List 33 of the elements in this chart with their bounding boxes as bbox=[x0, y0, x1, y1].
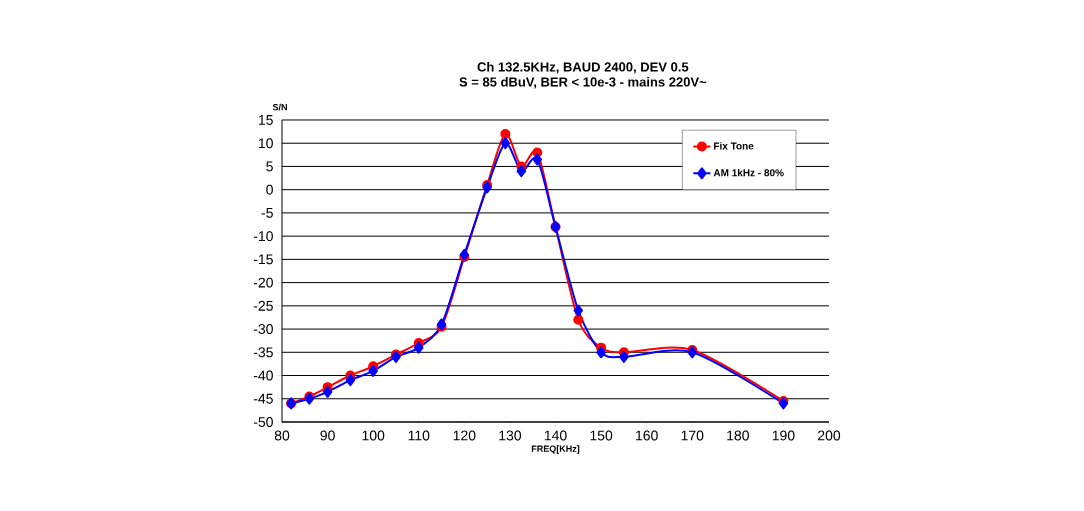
y-axis-title: S/N bbox=[272, 103, 287, 111]
y-tick-label: -40 bbox=[253, 370, 273, 381]
x-tick-label: 130 bbox=[499, 430, 522, 441]
x-axis-title: FREQ[KHz] bbox=[531, 445, 580, 454]
legend-label: AM 1kHz - 80% bbox=[713, 168, 784, 177]
y-tick-label: -45 bbox=[253, 393, 273, 404]
x-tick-label: 170 bbox=[681, 430, 704, 441]
x-tick-label: 120 bbox=[453, 430, 476, 441]
chart-subtitle: S = 85 dBuV, BER < 10e-3 - mains 220V~ bbox=[459, 77, 707, 89]
y-tick-label: -20 bbox=[253, 277, 273, 288]
y-tick-label: -5 bbox=[261, 208, 273, 218]
x-tick-label: 190 bbox=[772, 430, 795, 441]
y-tick-label: -15 bbox=[253, 254, 273, 265]
legend-label: Fix Tone bbox=[714, 142, 754, 150]
y-tick-label: 0 bbox=[266, 184, 273, 195]
y-tick-label: -35 bbox=[253, 347, 273, 358]
x-tick-label: 200 bbox=[818, 430, 841, 441]
x-tick-label: 140 bbox=[544, 430, 567, 441]
x-tick-label: 80 bbox=[274, 430, 290, 441]
y-tick-label: 15 bbox=[258, 115, 273, 125]
x-tick-label: 180 bbox=[727, 430, 749, 441]
x-tick-label: 110 bbox=[408, 430, 430, 441]
y-tick-label: -25 bbox=[253, 300, 273, 311]
y-tick-label: 5 bbox=[266, 161, 273, 172]
x-tick-label: 160 bbox=[636, 430, 658, 441]
x-tick-label: 100 bbox=[362, 430, 385, 441]
x-tick-label: 150 bbox=[590, 430, 613, 441]
y-tick-label: -30 bbox=[253, 324, 273, 335]
y-tick-label: -50 bbox=[253, 417, 273, 427]
x-tick-label: 90 bbox=[320, 430, 335, 441]
y-tick-label: 10 bbox=[258, 138, 273, 149]
chart-title: Ch 132.5KHz, BAUD 2400, DEV 0.5 bbox=[477, 62, 689, 74]
y-tick-label: -10 bbox=[253, 231, 273, 242]
